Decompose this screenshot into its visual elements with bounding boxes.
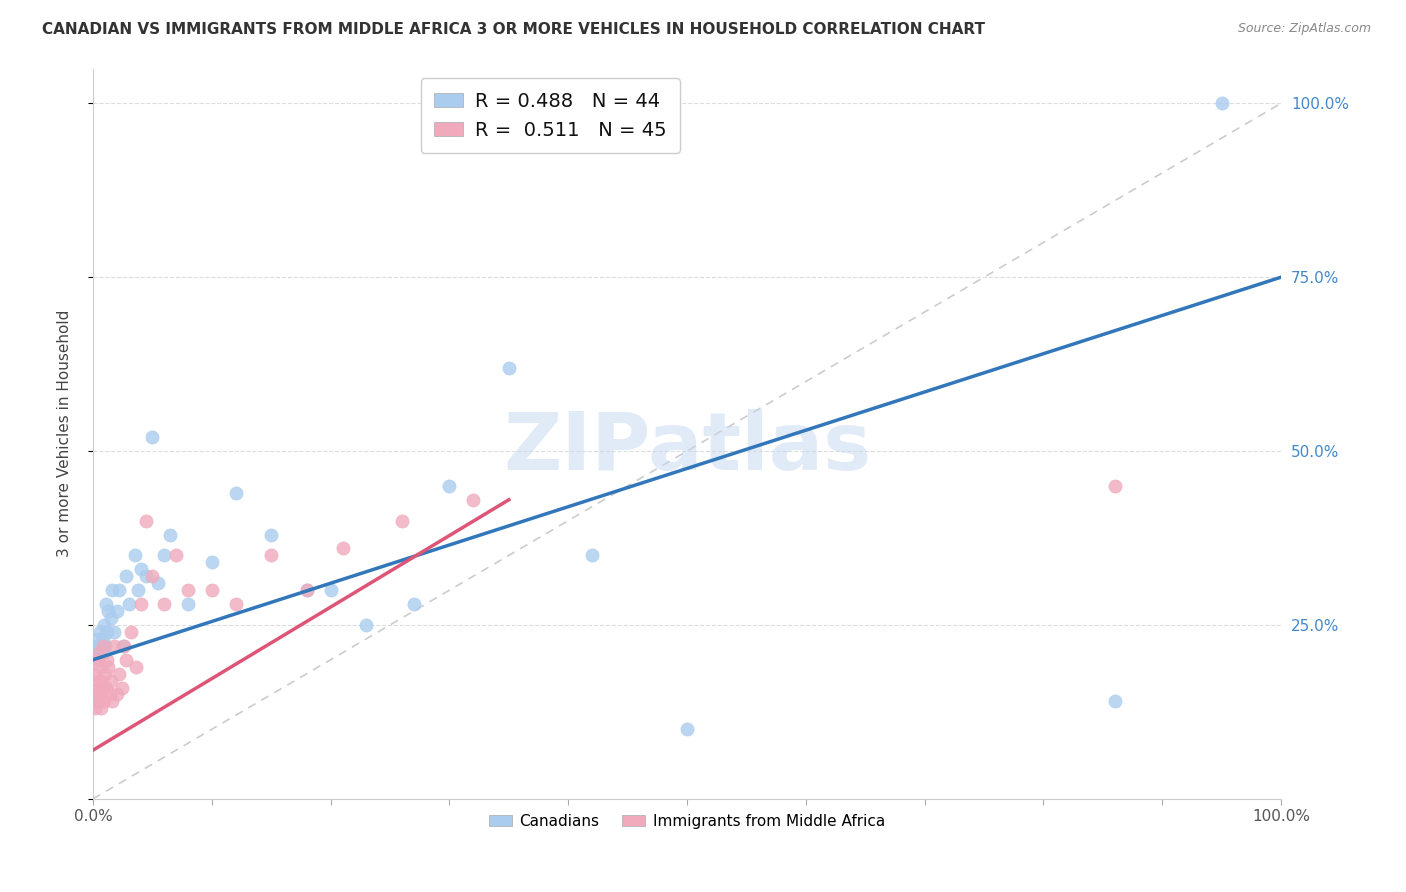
Point <box>86 688 108 702</box>
Point <box>319 583 342 598</box>
Point <box>1104 479 1126 493</box>
Point <box>93 618 115 632</box>
Point <box>108 583 131 598</box>
Point <box>84 646 107 660</box>
Point <box>87 646 110 660</box>
Text: Source: ZipAtlas.com: Source: ZipAtlas.com <box>1237 22 1371 36</box>
Point <box>165 549 187 563</box>
Point <box>97 604 120 618</box>
Point <box>141 430 163 444</box>
Point <box>103 639 125 653</box>
Point <box>581 549 603 563</box>
Point <box>94 681 117 695</box>
Point <box>111 639 134 653</box>
Point <box>91 681 114 695</box>
Point <box>129 562 152 576</box>
Point <box>94 639 117 653</box>
Point <box>112 639 135 653</box>
Point <box>100 611 122 625</box>
Point <box>86 639 108 653</box>
Point <box>91 632 114 646</box>
Point <box>439 479 461 493</box>
Point <box>141 569 163 583</box>
Point <box>135 514 157 528</box>
Point <box>108 666 131 681</box>
Point <box>120 624 142 639</box>
Point <box>129 597 152 611</box>
Point <box>101 694 124 708</box>
Point <box>225 597 247 611</box>
Point <box>153 549 176 563</box>
Text: CANADIAN VS IMMIGRANTS FROM MIDDLE AFRICA 3 OR MORE VEHICLES IN HOUSEHOLD CORREL: CANADIAN VS IMMIGRANTS FROM MIDDLE AFRIC… <box>42 22 986 37</box>
Point <box>100 673 122 688</box>
Point <box>87 681 110 695</box>
Point <box>498 360 520 375</box>
Point <box>153 597 176 611</box>
Y-axis label: 3 or more Vehicles in Household: 3 or more Vehicles in Household <box>58 310 72 558</box>
Point <box>148 576 170 591</box>
Point <box>91 639 114 653</box>
Point <box>98 688 121 702</box>
Point <box>103 624 125 639</box>
Point <box>97 659 120 673</box>
Point <box>159 527 181 541</box>
Point <box>86 673 108 688</box>
Point <box>115 653 138 667</box>
Point <box>94 666 117 681</box>
Point <box>295 583 318 598</box>
Point <box>87 632 110 646</box>
Point <box>201 555 224 569</box>
Point <box>96 624 118 639</box>
Point <box>391 514 413 528</box>
Point <box>110 681 132 695</box>
Point <box>89 624 111 639</box>
Point <box>84 701 107 715</box>
Point <box>90 639 112 653</box>
Point <box>1211 96 1233 111</box>
Point <box>105 688 128 702</box>
Point <box>177 597 200 611</box>
Text: ZIPatlas: ZIPatlas <box>503 409 872 487</box>
Point <box>260 527 283 541</box>
Point <box>1104 694 1126 708</box>
Point <box>201 583 224 598</box>
Point <box>87 653 110 667</box>
Point <box>225 485 247 500</box>
Point <box>83 694 105 708</box>
Point <box>96 653 118 667</box>
Point <box>115 569 138 583</box>
Point <box>295 583 318 598</box>
Point <box>91 646 114 660</box>
Point <box>356 618 378 632</box>
Point <box>260 549 283 563</box>
Point <box>87 653 110 667</box>
Point <box>87 639 110 653</box>
Point <box>89 688 111 702</box>
Point <box>332 541 354 556</box>
Point <box>101 583 124 598</box>
Point <box>87 694 110 708</box>
Point <box>124 549 146 563</box>
Point <box>89 659 111 673</box>
Point <box>93 694 115 708</box>
Point <box>127 583 149 598</box>
Point <box>84 666 107 681</box>
Point <box>463 492 485 507</box>
Legend: Canadians, Immigrants from Middle Africa: Canadians, Immigrants from Middle Africa <box>482 808 891 835</box>
Point <box>90 701 112 715</box>
Point <box>135 569 157 583</box>
Point <box>94 597 117 611</box>
Point <box>105 604 128 618</box>
Point <box>90 673 112 688</box>
Point <box>177 583 200 598</box>
Point <box>676 723 699 737</box>
Point <box>125 659 148 673</box>
Point <box>118 597 141 611</box>
Point <box>402 597 425 611</box>
